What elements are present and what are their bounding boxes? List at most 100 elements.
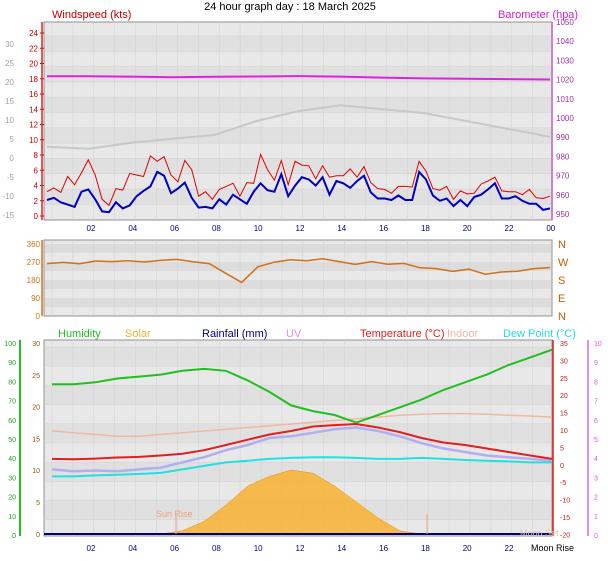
compass-tick-label: N [558,311,566,323]
uv-tick-label: 6 [594,418,598,425]
uv-tick-label: 1 [594,514,598,521]
wind-tick-label: 16 [29,90,38,99]
humidity-tick-label: 30 [8,475,16,482]
temperature-series-line [51,422,553,461]
time-tick-label: 22 [505,224,514,233]
temp-tick-label: 30 [5,40,14,49]
uv-tick-label: 3 [594,475,598,482]
legend-item: Humidity [58,328,101,340]
solar-tick-label: 25 [32,373,40,380]
temp-tick-label: 15 [5,97,14,106]
temp-tick-label: 5 [10,135,15,144]
temperature-tick-label: 5 [560,445,564,452]
legend-item: UV [286,328,302,340]
time-tick-label: 18 [421,544,430,553]
solar-tick-label: 10 [32,468,40,475]
temp-tick-label: -15 [2,211,14,220]
uv-tick-label: 4 [594,456,598,463]
time-tick-label: 08 [212,544,221,553]
uv-tick-label: 0 [594,533,598,540]
barometer-tick-label: 1030 [556,56,574,65]
time-tick-label: 20 [463,544,472,553]
uv-tick-label: 7 [594,399,598,406]
barometer-tick-label: 960 [556,191,570,200]
temperature-tick-label: -10 [560,498,570,505]
legend-item: Rainfall (mm) [202,328,267,340]
time-tick-label: 10 [254,544,263,553]
wind-barometer-panel: Windspeed (kts) Barometer (hpa) 24222018… [2,9,578,233]
time-tick-label: 02 [87,224,96,233]
solar-tick-label: 5 [36,500,40,507]
wind-gust-series-line [46,152,551,207]
wind-tick-label: 22 [29,44,38,53]
temperature-tick-label: 10 [560,428,568,435]
time-tick-label: 12 [296,224,305,233]
wind-tick-label: 14 [29,105,38,114]
legend-item: Dew Point (°C) [503,328,576,340]
humidity-temperature-panel: Humidity Solar Rainfall (mm) UV Temperature … [4,328,602,553]
moonrise-annotation: Moon Rise [531,543,574,553]
barometer-tick-label: 950 [556,210,570,219]
uv-tick-label: 2 [594,495,598,502]
direction-tick-label: 90 [31,294,40,303]
solar-tick-label: 30 [32,341,40,348]
temperature-series-line [46,104,551,150]
time-tick-label: 06 [170,544,179,553]
temperature-tick-label: 15 [560,411,568,418]
wind-tick-label: 10 [29,136,38,145]
moonset-annotation: Moon Set [520,528,559,538]
humidity-tick-label: 0 [12,533,16,540]
wind-tick-label: 4 [34,182,39,191]
barometer-tick-label: 970 [556,172,570,181]
temperature-tick-label: 30 [560,358,568,365]
legend-item: Indoor [447,328,479,340]
temp-tick-label: 25 [5,59,14,68]
temp-tick-label: 10 [5,116,14,125]
direction-tick-label: 270 [27,258,41,267]
compass-tick-label: N [558,239,566,251]
humidity-tick-label: 80 [8,379,16,386]
humidity-tick-label: 60 [8,418,16,425]
uv-tick-label: 5 [594,437,598,444]
barometer-axis-label: Barometer (hpa) [498,9,578,21]
barometer-tick-label: 1040 [556,37,574,46]
wind-tick-label: 24 [29,29,38,38]
windspeed-axis-label: Windspeed (kts) [52,9,131,21]
time-tick-label: 12 [296,544,305,553]
humidity-series-line [52,348,553,424]
temperature-tick-label: 25 [560,376,568,383]
solar-tick-label: 20 [32,405,40,412]
barometer-tick-label: 1050 [556,18,574,27]
indoor-series-line [51,412,553,438]
barometer-tick-label: 980 [556,152,570,161]
time-tick-label: 08 [212,224,221,233]
uv-tick-label: 8 [594,379,598,386]
wind-average-series-line [46,169,551,214]
time-tick-label: 16 [379,544,388,553]
temperature-tick-label: 0 [560,463,564,470]
legend-item: Temperature (°C) [360,328,444,340]
temp-tick-label: -10 [2,192,14,201]
humidity-tick-label: 20 [8,495,16,502]
legend-item: Solar [125,328,151,340]
time-tick-label: 14 [337,544,346,553]
uv-tick-label: 10 [594,341,602,348]
temp-tick-label: 0 [10,154,15,163]
compass-tick-label: W [558,257,569,269]
barometer-tick-label: 1020 [556,76,574,85]
barometer-tick-label: 1010 [556,95,574,104]
wind-direction-series-line [46,258,551,284]
time-tick-label: 10 [254,224,263,233]
compass-tick-label: S [558,275,565,287]
wind-tick-label: 2 [34,197,39,206]
time-tick-label: 16 [379,224,388,233]
temperature-tick-label: 35 [560,341,568,348]
time-tick-label: 18 [421,224,430,233]
time-tick-label: 04 [128,544,137,553]
temperature-tick-label: 20 [560,393,568,400]
barometer-tick-label: 1000 [556,114,574,123]
direction-tick-label: 0 [36,312,41,321]
uv-tick-label: 9 [594,360,598,367]
temperature-tick-label: -15 [560,515,570,522]
